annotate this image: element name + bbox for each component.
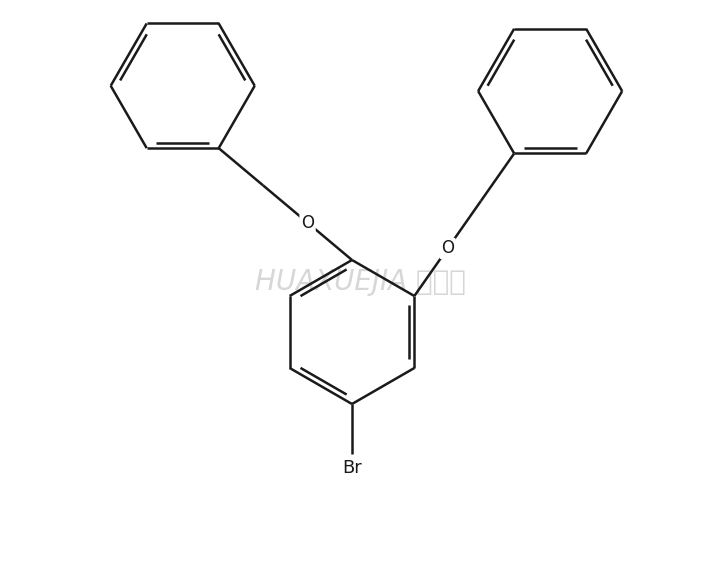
Text: O: O [441, 240, 454, 258]
Text: O: O [301, 214, 314, 232]
Text: Br: Br [342, 459, 362, 477]
Text: HUAXUEJIA 化学加: HUAXUEJIA 化学加 [255, 268, 465, 296]
